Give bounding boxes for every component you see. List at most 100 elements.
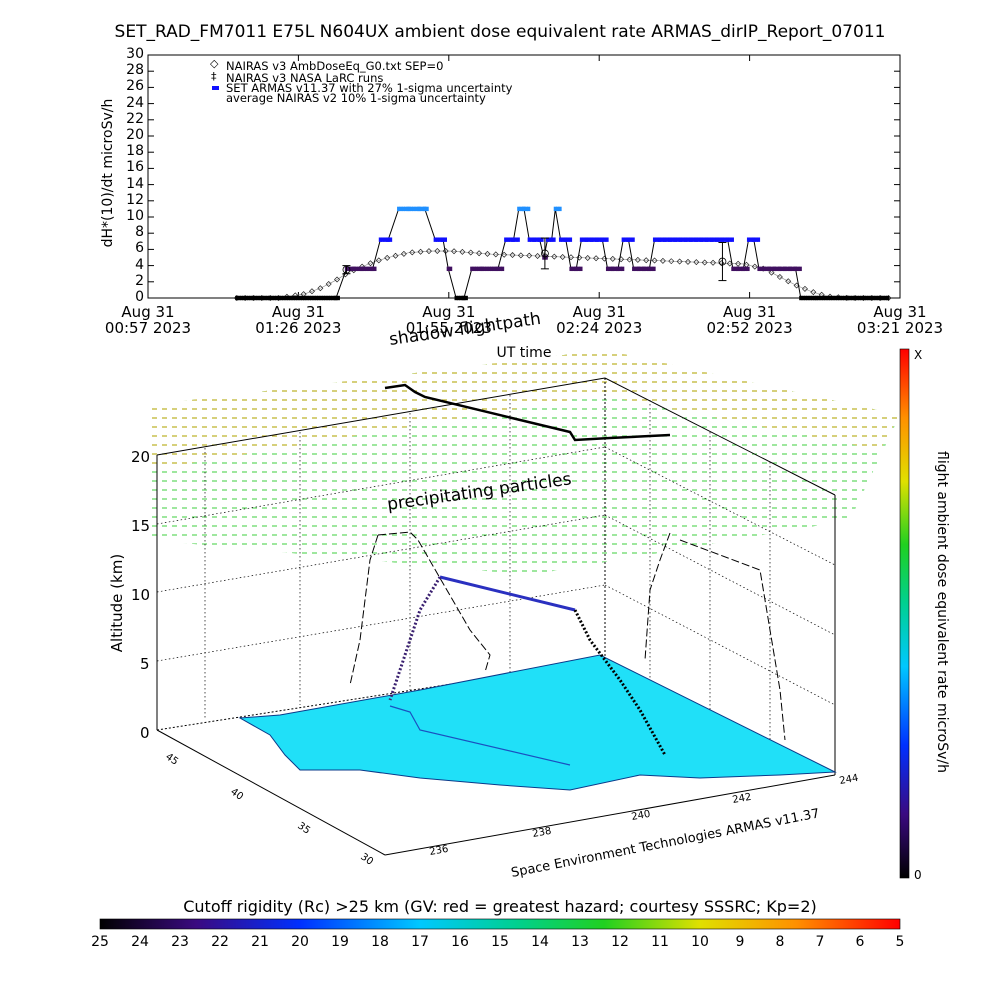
armas-point	[770, 266, 774, 272]
chart-title: SET_RAD_FM7011 E75L N604UX ambient dose …	[114, 22, 886, 42]
armas-point	[500, 266, 505, 272]
armas-point	[775, 266, 779, 272]
colorbar-bottom-label: 0	[914, 868, 922, 882]
armas-point	[715, 237, 719, 242]
armas-point	[535, 237, 539, 242]
rigidity-tick-label: 8	[775, 934, 785, 950]
armas-point	[414, 206, 418, 212]
armas-point	[383, 237, 387, 242]
armas-point	[689, 237, 693, 242]
nairas-v3-point	[693, 259, 700, 266]
armas-point	[707, 237, 711, 242]
rigidity-tick-label: 6	[855, 934, 865, 950]
nairas-v3-point	[776, 273, 783, 280]
armas-point	[579, 266, 583, 272]
armas-point	[401, 206, 405, 212]
nairas-v3-point	[551, 253, 558, 260]
armas-point	[373, 266, 377, 272]
armas-point	[843, 295, 847, 301]
armas-point	[519, 206, 523, 212]
colorbar-label: flight ambient dose equivalent rate micr…	[934, 451, 950, 773]
upper-particles-layer	[150, 350, 900, 470]
armas-point	[855, 295, 859, 301]
armas-point	[803, 295, 808, 301]
armas-point	[840, 295, 844, 301]
lat-tick: 30	[358, 851, 375, 867]
armas-point	[564, 237, 568, 242]
armas-point	[538, 237, 542, 242]
nairas-v3-point	[308, 288, 315, 295]
armas-point	[239, 295, 244, 301]
credit-label: Space Environment Technologies ARMAS v11…	[510, 806, 821, 881]
rigidity-tick-label: 25	[91, 934, 109, 950]
grid-lines	[156, 395, 836, 742]
armas-point	[864, 295, 869, 301]
armas-point	[705, 237, 709, 242]
nairas-v3-point	[718, 260, 725, 267]
lon-tick: 242	[732, 792, 753, 806]
nairas-v3-point	[425, 248, 432, 255]
armas-point	[686, 237, 690, 242]
armas-point	[300, 295, 305, 301]
armas-point	[702, 237, 706, 242]
armas-point	[279, 295, 284, 301]
armas-point	[731, 266, 735, 272]
armas-point	[324, 295, 328, 301]
armas-point	[579, 237, 584, 242]
y-tick-label: 6	[135, 240, 144, 257]
armas-point	[482, 266, 487, 272]
armas-point	[590, 237, 594, 242]
armas-point	[773, 266, 777, 272]
armas-point	[668, 237, 672, 242]
armas-point	[298, 295, 302, 301]
armas-point	[634, 266, 638, 272]
diamond-marker-icon: ◇	[210, 57, 219, 70]
armas-point	[791, 266, 795, 272]
armas-point	[723, 237, 727, 242]
nairas-v3-point	[467, 249, 474, 256]
armas-point	[420, 206, 424, 212]
armas-point	[600, 237, 604, 242]
armas-point	[370, 266, 375, 272]
rigidity-tick-label: 13	[571, 934, 589, 950]
armas-point	[639, 266, 643, 272]
armas-point	[263, 295, 267, 301]
lat-tick: 40	[228, 786, 245, 802]
armas-point	[553, 206, 557, 212]
armas-point	[286, 295, 291, 301]
armas-point	[441, 237, 445, 242]
rigidity-tick-label: 18	[371, 934, 389, 950]
armas-point	[867, 295, 871, 301]
rigidity-tick-label: 15	[491, 934, 509, 950]
armas-point	[783, 266, 787, 272]
armas-point	[328, 295, 333, 301]
armas-point	[456, 295, 461, 301]
armas-point	[336, 295, 340, 301]
armas-point	[757, 266, 761, 272]
armas-point	[644, 266, 649, 272]
armas-point	[817, 295, 821, 301]
armas-point	[637, 266, 641, 272]
z-tick: 15	[131, 517, 150, 535]
armas-point	[862, 295, 866, 301]
armas-point	[261, 295, 265, 301]
rigidity-title: Cutoff rigidity (Rc) >25 km (GV: red = g…	[183, 897, 817, 916]
armas-point	[319, 295, 323, 301]
nairas-v3-point	[609, 255, 616, 262]
armas-point	[712, 237, 716, 242]
shadow-flightpath-top	[384, 383, 671, 442]
armas-point	[574, 266, 578, 272]
armas-point	[275, 295, 279, 301]
armas-point	[561, 237, 565, 242]
armas-point	[397, 206, 401, 212]
armas-point	[529, 237, 534, 242]
nairas-v3-point	[317, 285, 324, 292]
nairas-v3-point	[668, 258, 675, 265]
armas-point	[746, 237, 751, 242]
armas-point	[550, 237, 554, 242]
armas-point	[752, 237, 756, 242]
armas-point	[312, 295, 316, 301]
armas-point	[592, 237, 596, 242]
nairas-v3-point	[559, 253, 566, 260]
armas-point	[367, 266, 371, 272]
